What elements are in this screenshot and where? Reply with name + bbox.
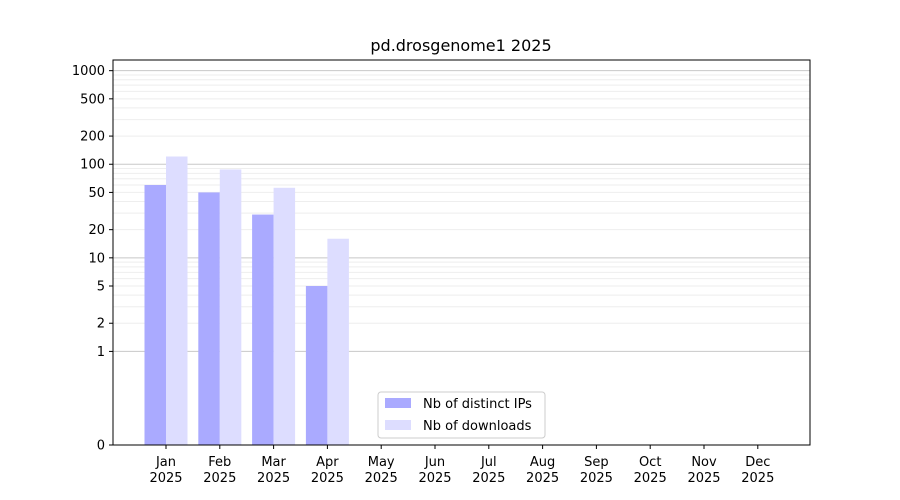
x-tick-label-year: 2025 — [257, 471, 290, 486]
bars — [144, 156, 349, 446]
y-tick-label: 20 — [88, 223, 105, 238]
x-tick-label-month: May — [368, 455, 395, 470]
x-tick-label-year: 2025 — [472, 471, 505, 486]
y-tick-label: 200 — [80, 130, 105, 145]
x-tick-label-year: 2025 — [580, 471, 613, 486]
x-tick-label-month: Jun — [424, 455, 445, 470]
y-tick-label: 1000 — [72, 64, 105, 79]
legend-swatch-distinct-ips — [385, 398, 411, 408]
y-tick-label: 100 — [80, 158, 105, 173]
y-tick-label: 5 — [97, 280, 105, 295]
bar-distinct-ips — [144, 185, 166, 445]
bar-downloads — [219, 169, 242, 446]
x-tick-label-year: 2025 — [526, 471, 559, 486]
chart-title: pd.drosgenome1 2025 — [370, 36, 551, 55]
x-tick-label-month: Sep — [584, 455, 609, 470]
y-tick-label: 500 — [80, 92, 105, 107]
legend-frame — [377, 391, 546, 439]
x-tick-label-month: Apr — [316, 455, 339, 470]
plot-frame — [112, 59, 811, 446]
x-tick-label-month: Feb — [208, 455, 231, 470]
y-tick-label: 0 — [97, 439, 105, 454]
y-tick-label: 1 — [97, 345, 105, 360]
bar-downloads — [273, 187, 296, 445]
x-tick-label-year: 2025 — [687, 471, 720, 486]
legend: Nb of distinct IPs Nb of downloads — [377, 391, 546, 439]
x-tick-label-year: 2025 — [634, 471, 667, 486]
x-tick-label-year: 2025 — [203, 471, 236, 486]
x-tick-label-month: Dec — [745, 455, 770, 470]
legend-label-downloads: Nb of downloads — [423, 419, 532, 434]
x-tick-label-year: 2025 — [418, 471, 451, 486]
x-tick-label-month: Jul — [480, 455, 497, 470]
bar-distinct-ips — [305, 286, 328, 445]
x-tick-label-year: 2025 — [149, 471, 182, 486]
y-tick-label: 10 — [88, 251, 105, 266]
bar-distinct-ips — [198, 192, 220, 445]
y-tick-label: 2 — [97, 317, 105, 332]
x-tick-label-year: 2025 — [365, 471, 398, 486]
x-tick-label-month: Oct — [639, 455, 661, 470]
bar-distinct-ips — [252, 214, 274, 445]
y-axis: 0 1 2 5 10 20 50 100 200 500 1000 — [72, 64, 113, 454]
x-tick-label-month: Jan — [155, 455, 176, 470]
x-tick-label-month: Mar — [261, 455, 286, 470]
x-tick-label-month: Nov — [691, 455, 717, 470]
x-tick-label-year: 2025 — [311, 471, 344, 486]
legend-swatch-downloads — [385, 420, 411, 430]
bar-downloads — [327, 238, 349, 445]
x-tick-label-year: 2025 — [741, 471, 774, 486]
x-tick-label-month: Aug — [530, 455, 555, 470]
legend-label-distinct-ips: Nb of distinct IPs — [423, 397, 532, 412]
y-tick-label: 50 — [88, 186, 105, 201]
x-axis: Jan2025Feb2025Mar2025Apr2025May2025Jun20… — [149, 445, 774, 486]
bar-downloads — [166, 156, 188, 446]
